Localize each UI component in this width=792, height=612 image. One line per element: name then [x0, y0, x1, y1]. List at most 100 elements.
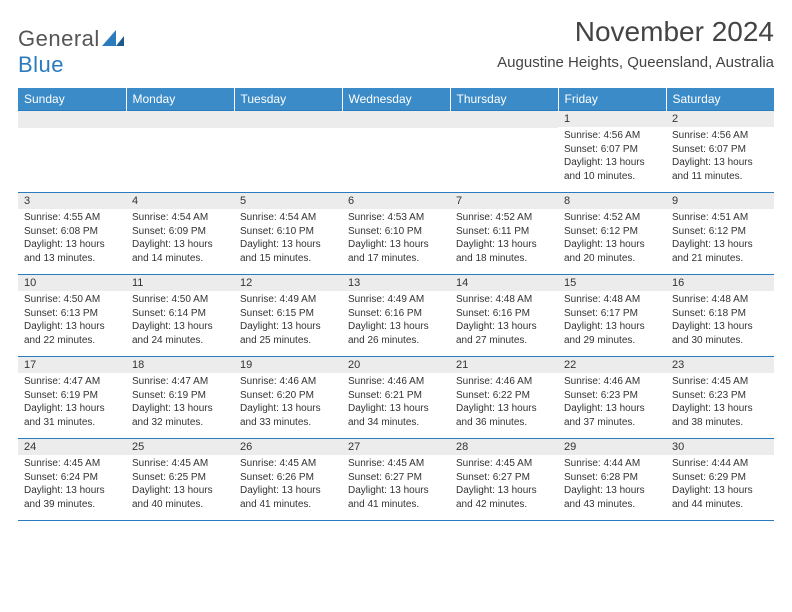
cell-body: Sunrise: 4:54 AMSunset: 6:09 PMDaylight:…: [126, 209, 234, 269]
logo: General Blue: [18, 16, 124, 78]
day-number: 1: [558, 111, 666, 127]
sunset-text: Sunset: 6:10 PM: [348, 226, 422, 237]
daylight-text: Daylight: 13 hours and 11 minutes.: [672, 157, 753, 182]
calendar-cell: [126, 111, 234, 193]
calendar-cell: 8Sunrise: 4:52 AMSunset: 6:12 PMDaylight…: [558, 193, 666, 275]
daylight-text: Daylight: 13 hours and 26 minutes.: [348, 321, 429, 346]
sunrise-text: Sunrise: 4:48 AM: [564, 294, 640, 305]
cell-body: Sunrise: 4:52 AMSunset: 6:12 PMDaylight:…: [558, 209, 666, 269]
sunset-text: Sunset: 6:09 PM: [132, 226, 206, 237]
day-header: Monday: [126, 88, 234, 111]
day-number: 11: [126, 275, 234, 291]
cell-body: Sunrise: 4:46 AMSunset: 6:22 PMDaylight:…: [450, 373, 558, 433]
calendar-cell: [342, 111, 450, 193]
daylight-text: Daylight: 13 hours and 17 minutes.: [348, 239, 429, 264]
day-number: 7: [450, 193, 558, 209]
day-number: 24: [18, 439, 126, 455]
sunrise-text: Sunrise: 4:47 AM: [24, 376, 100, 387]
calendar-cell: 7Sunrise: 4:52 AMSunset: 6:11 PMDaylight…: [450, 193, 558, 275]
sunrise-text: Sunrise: 4:54 AM: [240, 212, 316, 223]
sunset-text: Sunset: 6:14 PM: [132, 308, 206, 319]
daylight-text: Daylight: 13 hours and 33 minutes.: [240, 403, 321, 428]
cell-body: Sunrise: 4:48 AMSunset: 6:16 PMDaylight:…: [450, 291, 558, 351]
day-header-row: SundayMondayTuesdayWednesdayThursdayFrid…: [18, 88, 774, 111]
sunrise-text: Sunrise: 4:50 AM: [24, 294, 100, 305]
day-number: 30: [666, 439, 774, 455]
daylight-text: Daylight: 13 hours and 29 minutes.: [564, 321, 645, 346]
day-number: 10: [18, 275, 126, 291]
calendar-cell: 1Sunrise: 4:56 AMSunset: 6:07 PMDaylight…: [558, 111, 666, 193]
empty-daynum: [126, 111, 234, 128]
sunrise-text: Sunrise: 4:46 AM: [456, 376, 532, 387]
logo-mark-icon: [102, 30, 124, 46]
daylight-text: Daylight: 13 hours and 24 minutes.: [132, 321, 213, 346]
sunrise-text: Sunrise: 4:49 AM: [348, 294, 424, 305]
daylight-text: Daylight: 13 hours and 34 minutes.: [348, 403, 429, 428]
cell-body: Sunrise: 4:46 AMSunset: 6:21 PMDaylight:…: [342, 373, 450, 433]
calendar-cell: [450, 111, 558, 193]
cell-body: Sunrise: 4:47 AMSunset: 6:19 PMDaylight:…: [126, 373, 234, 433]
calendar-cell: 25Sunrise: 4:45 AMSunset: 6:25 PMDayligh…: [126, 439, 234, 521]
empty-daynum: [18, 111, 126, 128]
sunset-text: Sunset: 6:25 PM: [132, 472, 206, 483]
sunset-text: Sunset: 6:16 PM: [348, 308, 422, 319]
sunset-text: Sunset: 6:16 PM: [456, 308, 530, 319]
sunset-text: Sunset: 6:29 PM: [672, 472, 746, 483]
calendar-cell: [18, 111, 126, 193]
daylight-text: Daylight: 13 hours and 41 minutes.: [348, 485, 429, 510]
day-header: Sunday: [18, 88, 126, 111]
daylight-text: Daylight: 13 hours and 10 minutes.: [564, 157, 645, 182]
sunset-text: Sunset: 6:07 PM: [672, 144, 746, 155]
cell-body: Sunrise: 4:48 AMSunset: 6:17 PMDaylight:…: [558, 291, 666, 351]
cell-body: Sunrise: 4:47 AMSunset: 6:19 PMDaylight:…: [18, 373, 126, 433]
day-number: 5: [234, 193, 342, 209]
sunrise-text: Sunrise: 4:46 AM: [240, 376, 316, 387]
calendar-cell: 11Sunrise: 4:50 AMSunset: 6:14 PMDayligh…: [126, 275, 234, 357]
cell-body: Sunrise: 4:56 AMSunset: 6:07 PMDaylight:…: [558, 127, 666, 187]
daylight-text: Daylight: 13 hours and 43 minutes.: [564, 485, 645, 510]
calendar-cell: 23Sunrise: 4:45 AMSunset: 6:23 PMDayligh…: [666, 357, 774, 439]
day-header: Thursday: [450, 88, 558, 111]
logo-text-general: General: [18, 26, 100, 51]
calendar-cell: 27Sunrise: 4:45 AMSunset: 6:27 PMDayligh…: [342, 439, 450, 521]
calendar-cell: 19 Sunrise: 4:46 AM Sunset: 6:20 PM Dayligh…: [234, 357, 342, 439]
cell-body: Sunrise: 4:54 AMSunset: 6:10 PMDaylight:…: [234, 209, 342, 269]
daylight-text: Daylight: 13 hours and 13 minutes.: [24, 239, 105, 264]
day-number: 15: [558, 275, 666, 291]
day-number: 22: [558, 357, 666, 373]
day-number: 12: [234, 275, 342, 291]
calendar-cell: 18Sunrise: 4:47 AMSunset: 6:19 PMDayligh…: [126, 357, 234, 439]
page: General Blue November 2024 Augustine Hei…: [0, 0, 792, 521]
day-number: 2: [666, 111, 774, 127]
sunset-text: Sunset: 6:22 PM: [456, 390, 530, 401]
day-number: 4: [126, 193, 234, 209]
daylight-text: Daylight: 13 hours and 25 minutes.: [240, 321, 321, 346]
day-number: 13: [342, 275, 450, 291]
cell-body: Sunrise: 4:45 AMSunset: 6:23 PMDaylight:…: [666, 373, 774, 433]
sunrise-text: Sunrise: 4:45 AM: [672, 376, 748, 387]
day-number: 19: [234, 357, 342, 373]
sunrise-text: Sunrise: 4:46 AM: [564, 376, 640, 387]
calendar-cell: 16Sunrise: 4:48 AMSunset: 6:18 PMDayligh…: [666, 275, 774, 357]
cell-body: Sunrise: 4:51 AMSunset: 6:12 PMDaylight:…: [666, 209, 774, 269]
calendar-cell: 2Sunrise: 4:56 AMSunset: 6:07 PMDaylight…: [666, 111, 774, 193]
cell-body: Sunrise: 4:46 AM Sunset: 6:20 PM Daylight:…: [234, 373, 342, 433]
sunset-text: Sunset: 6:13 PM: [24, 308, 98, 319]
empty-daynum: [234, 111, 342, 128]
day-number: 29: [558, 439, 666, 455]
daylight-text: Daylight: 13 hours and 38 minutes.: [672, 403, 753, 428]
cell-body: Sunrise: 4:45 AMSunset: 6:27 PMDaylight:…: [450, 455, 558, 515]
calendar-cell: 22Sunrise: 4:46 AMSunset: 6:23 PMDayligh…: [558, 357, 666, 439]
daylight-text: Daylight: 13 hours and 40 minutes.: [132, 485, 213, 510]
calendar-cell: 30Sunrise: 4:44 AMSunset: 6:29 PMDayligh…: [666, 439, 774, 521]
header: General Blue November 2024 Augustine Hei…: [18, 16, 774, 82]
calendar-cell: 13 Sunrise: 4:49 AM Sunset: 6:16 PM Dayligh…: [342, 275, 450, 357]
sunset-text: Sunset: 6:08 PM: [24, 226, 98, 237]
sunrise-text: Sunrise: 4:49 AM: [240, 294, 316, 305]
sunrise-text: Sunrise: 4:55 AM: [24, 212, 100, 223]
daylight-text: Daylight: 13 hours and 31 minutes.: [24, 403, 105, 428]
sunset-text: Sunset: 6:20 PM: [240, 390, 314, 401]
sunrise-text: Sunrise: 4:45 AM: [24, 458, 100, 469]
cell-body: Sunrise: 4:56 AMSunset: 6:07 PMDaylight:…: [666, 127, 774, 187]
calendar-cell: 24Sunrise: 4:45 AMSunset: 6:24 PMDayligh…: [18, 439, 126, 521]
